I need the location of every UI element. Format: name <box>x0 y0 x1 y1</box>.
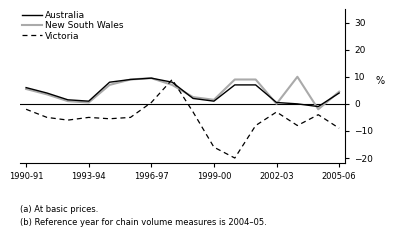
Victoria <box>149 101 154 104</box>
New South Wales <box>274 103 279 105</box>
New South Wales <box>191 96 195 99</box>
Australia <box>24 86 29 89</box>
Victoria <box>253 124 258 127</box>
Line: Australia: Australia <box>26 78 339 106</box>
Australia <box>232 84 237 86</box>
Victoria <box>295 124 300 127</box>
New South Wales <box>337 90 341 93</box>
New South Wales <box>128 78 133 81</box>
Australia <box>316 105 321 108</box>
Victoria <box>107 117 112 120</box>
Australia <box>170 81 175 84</box>
Line: New South Wales: New South Wales <box>26 77 339 109</box>
Victoria <box>128 116 133 119</box>
New South Wales <box>316 108 321 111</box>
New South Wales <box>24 88 29 90</box>
Australia <box>107 81 112 84</box>
Legend: Australia, New South Wales, Victoria: Australia, New South Wales, Victoria <box>22 11 123 41</box>
New South Wales <box>107 84 112 86</box>
Australia <box>295 103 300 105</box>
Australia <box>128 78 133 81</box>
New South Wales <box>44 93 49 96</box>
Australia <box>337 92 341 94</box>
New South Wales <box>295 75 300 78</box>
Victoria <box>24 108 29 111</box>
Victoria <box>274 111 279 113</box>
Victoria <box>170 78 175 81</box>
Australia <box>191 97 195 100</box>
Victoria <box>316 113 321 116</box>
New South Wales <box>86 101 91 104</box>
Victoria <box>191 111 195 113</box>
Australia <box>44 92 49 94</box>
Victoria <box>66 119 70 121</box>
Victoria <box>212 146 216 148</box>
Y-axis label: %: % <box>376 76 385 86</box>
Australia <box>274 101 279 104</box>
Text: (b) Reference year for chain volume measures is 2004–05.: (b) Reference year for chain volume meas… <box>20 218 267 227</box>
Line: Victoria: Victoria <box>26 79 339 158</box>
Victoria <box>86 116 91 119</box>
Australia <box>86 100 91 103</box>
New South Wales <box>232 78 237 81</box>
New South Wales <box>253 78 258 81</box>
Victoria <box>337 127 341 130</box>
New South Wales <box>170 84 175 86</box>
Australia <box>149 77 154 79</box>
New South Wales <box>212 99 216 101</box>
Australia <box>212 100 216 103</box>
New South Wales <box>66 100 70 103</box>
Australia <box>253 84 258 86</box>
Victoria <box>44 116 49 119</box>
Victoria <box>232 157 237 159</box>
Australia <box>66 99 70 101</box>
Text: (a) At basic prices.: (a) At basic prices. <box>20 205 98 215</box>
New South Wales <box>149 77 154 79</box>
